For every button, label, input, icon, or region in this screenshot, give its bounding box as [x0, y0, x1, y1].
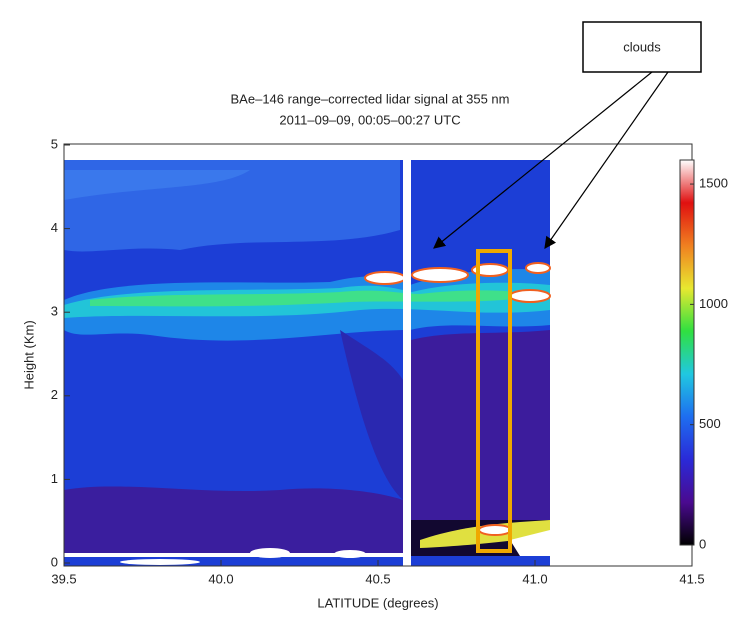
x-axis-label: LATITUDE (degrees): [317, 595, 438, 610]
x-tick-label: 41.0: [522, 571, 547, 586]
y-tick-label: 3: [51, 304, 58, 319]
chart-subtitle: 2011–09–09, 00:05–00:27 UTC: [279, 112, 460, 127]
annotation: clouds: [433, 21, 702, 553]
colorbar-tick-label: 500: [699, 416, 721, 431]
x-tick-label: 40.5: [365, 571, 390, 586]
annotation-arrow: [544, 71, 669, 249]
y-tick-label: 4: [51, 220, 58, 235]
colorbar: [679, 159, 695, 546]
y-tick-label: 2: [51, 387, 58, 402]
highlight-box: [476, 249, 512, 553]
annotation-box: [582, 21, 702, 73]
annotation-arrow: [433, 71, 653, 249]
y-tick-label: 1: [51, 471, 58, 486]
x-tick-label: 39.5: [51, 571, 76, 586]
y-tick-label: 5: [51, 136, 58, 151]
y-axis-label: Height (Km): [21, 320, 36, 389]
colorbar-tick-label: 1000: [699, 296, 728, 311]
annotation-label: clouds: [623, 39, 661, 54]
lidar-field: [64, 160, 551, 566]
colorbar-tick-label: 0: [699, 536, 706, 551]
x-tick-label: 40.0: [208, 571, 233, 586]
chart-title: BAe–146 range–corrected lidar signal at …: [231, 91, 510, 106]
colorbar-tick-label: 1500: [699, 176, 728, 191]
x-tick-label: 41.5: [679, 571, 704, 586]
y-tick-label: 0: [51, 554, 58, 569]
